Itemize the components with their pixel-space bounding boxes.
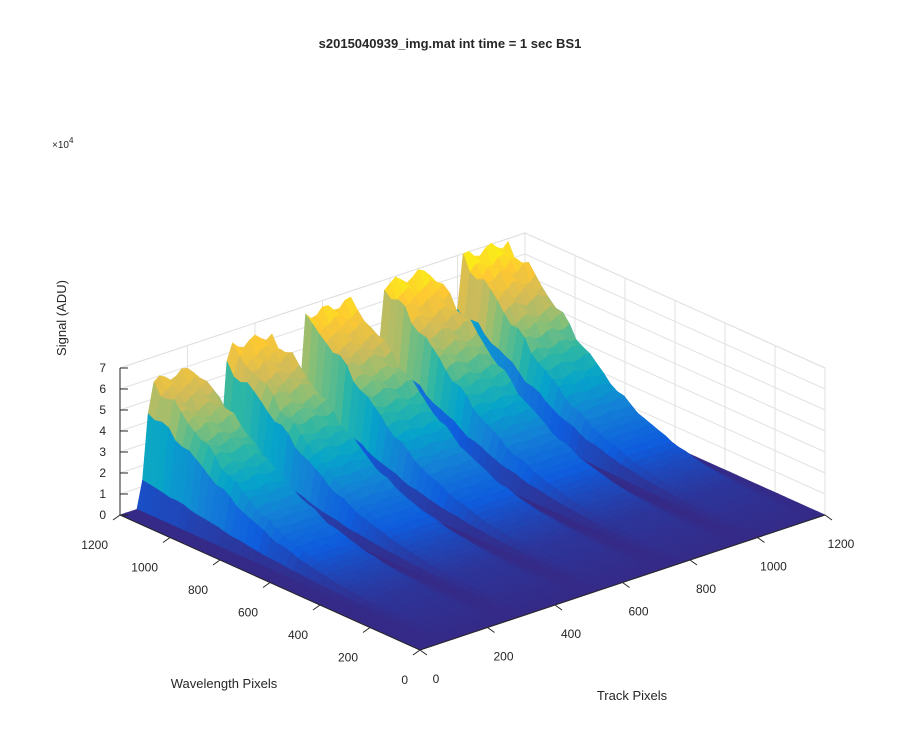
z-tick-label: 2: [99, 466, 106, 480]
grid-line: [524, 232, 826, 369]
z-tick-label: 0: [99, 508, 106, 522]
y-tick-label: 200: [338, 651, 358, 665]
x-tick-label: 0: [433, 672, 440, 686]
y-tick-mark: [262, 582, 271, 588]
x-tick-mark: [824, 514, 833, 521]
x-tick-mark: [419, 649, 428, 656]
grid-line: [119, 232, 526, 369]
x-tick-mark: [757, 537, 765, 543]
grid-line: [524, 253, 826, 390]
x-axis-label: Track Pixels: [597, 688, 668, 703]
y-tick-label: 1200: [81, 538, 108, 552]
y-tick-label: 0: [401, 673, 408, 687]
y-tick-mark: [212, 559, 221, 566]
x-tick-label: 400: [561, 627, 581, 641]
x-tick-label: 600: [628, 605, 648, 619]
y-tick-mark: [412, 649, 421, 656]
y-tick-label: 800: [188, 583, 208, 597]
surface: [119, 240, 826, 651]
y-tick-label: 600: [238, 606, 258, 620]
x-tick-mark: [622, 582, 630, 588]
x-tick-label: 1000: [760, 560, 787, 574]
z-exponent-power: 4: [69, 136, 74, 145]
z-axis-ticks: 0 1 2 3 4 5 6 7: [99, 361, 128, 522]
y-axis-ticks: 0 200 400 600 800 1000 1200: [81, 514, 421, 687]
z-exponent-label: ×104: [52, 136, 74, 151]
grid-line: [524, 295, 826, 432]
y-tick-mark: [112, 514, 121, 521]
x-tick-mark: [487, 627, 495, 633]
z-axis-label: Signal (ADU): [54, 280, 69, 356]
x-tick-label: 200: [493, 650, 513, 664]
x-tick-mark: [689, 559, 698, 566]
y-axis-label: Wavelength Pixels: [171, 676, 278, 691]
x-axis-ticks: 0 200 400 600 800 1000 1200: [419, 514, 855, 686]
y-tick-mark: [312, 604, 321, 611]
z-exponent-base: ×10: [52, 140, 69, 151]
z-tick-label: 4: [99, 424, 106, 438]
x-tick-mark: [554, 604, 563, 611]
grid-line: [524, 274, 826, 411]
z-tick-label: 1: [99, 487, 106, 501]
x-tick-label: 1200: [828, 537, 855, 551]
z-tick-label: 7: [99, 361, 106, 375]
z-tick-label: 3: [99, 445, 106, 459]
y-tick-mark: [162, 537, 171, 543]
x-tick-label: 800: [696, 582, 716, 596]
y-tick-label: 400: [288, 628, 308, 642]
z-tick-label: 5: [99, 403, 106, 417]
y-tick-mark: [362, 627, 371, 633]
z-tick-label: 6: [99, 382, 106, 396]
chart-title: s2015040939_img.mat int time = 1 sec BS1: [319, 36, 582, 51]
y-tick-label: 1000: [131, 561, 158, 575]
